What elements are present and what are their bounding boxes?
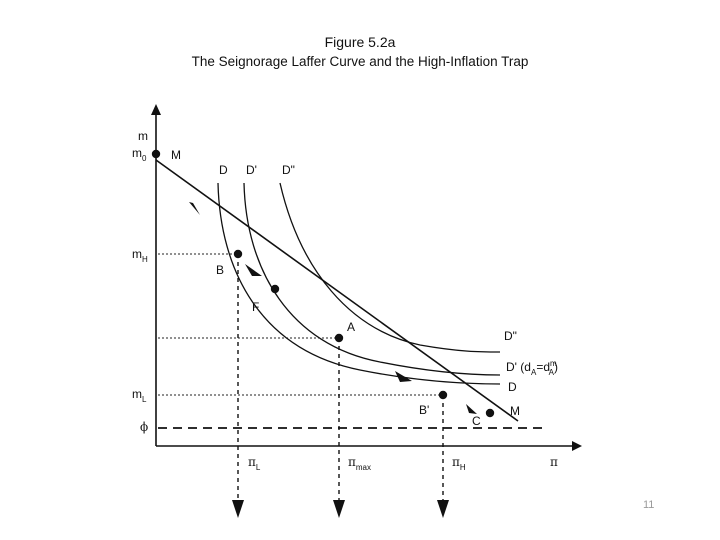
label-M-bottom: M bbox=[510, 404, 520, 418]
M-arrow-4 bbox=[466, 404, 477, 414]
figure-number: Figure 5.2a bbox=[324, 34, 396, 50]
x-axis-label: π bbox=[550, 455, 558, 469]
label-point-F: F bbox=[252, 300, 259, 314]
tick-piL: πL bbox=[248, 455, 261, 472]
x-axis-arrow bbox=[572, 441, 582, 451]
label-Dp-right: D' (dA=dm A) bbox=[506, 359, 558, 377]
point-B bbox=[233, 249, 243, 259]
M-arrow-2 bbox=[245, 264, 262, 276]
label-point-B: B bbox=[216, 263, 224, 277]
label-Dpp-right: D" bbox=[504, 329, 517, 343]
point-Bprime bbox=[438, 390, 448, 400]
y-axis-label: m bbox=[138, 129, 148, 143]
tick-mH: mH bbox=[132, 247, 148, 264]
tick-pimax: πmax bbox=[348, 455, 371, 472]
point-A bbox=[334, 333, 344, 343]
piL-arrow bbox=[232, 500, 244, 518]
tick-m0: m0 bbox=[132, 146, 147, 163]
tick-mL: mL bbox=[132, 387, 147, 404]
curve-M bbox=[155, 159, 519, 422]
point-F bbox=[270, 284, 280, 294]
curve-D bbox=[217, 182, 501, 385]
M-arrow-1 bbox=[189, 202, 200, 215]
pimax-arrow bbox=[333, 500, 345, 518]
label-point-Bprime: B' bbox=[419, 403, 429, 417]
label-point-A: A bbox=[347, 320, 355, 334]
label-Dp-top: D' bbox=[246, 163, 257, 177]
curve-D-double-prime bbox=[279, 182, 501, 353]
curve-D-prime bbox=[243, 182, 501, 376]
tick-piH: πH bbox=[452, 455, 466, 472]
point-m0 bbox=[151, 149, 161, 159]
label-point-C: C bbox=[472, 414, 481, 428]
label-D-top: D bbox=[219, 163, 228, 177]
label-M-top: M bbox=[171, 148, 181, 162]
point-C bbox=[485, 408, 495, 418]
label-D-right: D bbox=[508, 380, 517, 394]
figure-title: The Seignorage Laffer Curve and the High… bbox=[191, 54, 529, 69]
label-Dpp-top: D" bbox=[282, 163, 295, 177]
M-arrow-3 bbox=[395, 371, 412, 382]
y-axis-arrow bbox=[151, 104, 161, 115]
piH-arrow bbox=[437, 500, 449, 518]
tick-phi: ϕ bbox=[140, 420, 148, 434]
slide-number: 11 bbox=[643, 499, 655, 511]
